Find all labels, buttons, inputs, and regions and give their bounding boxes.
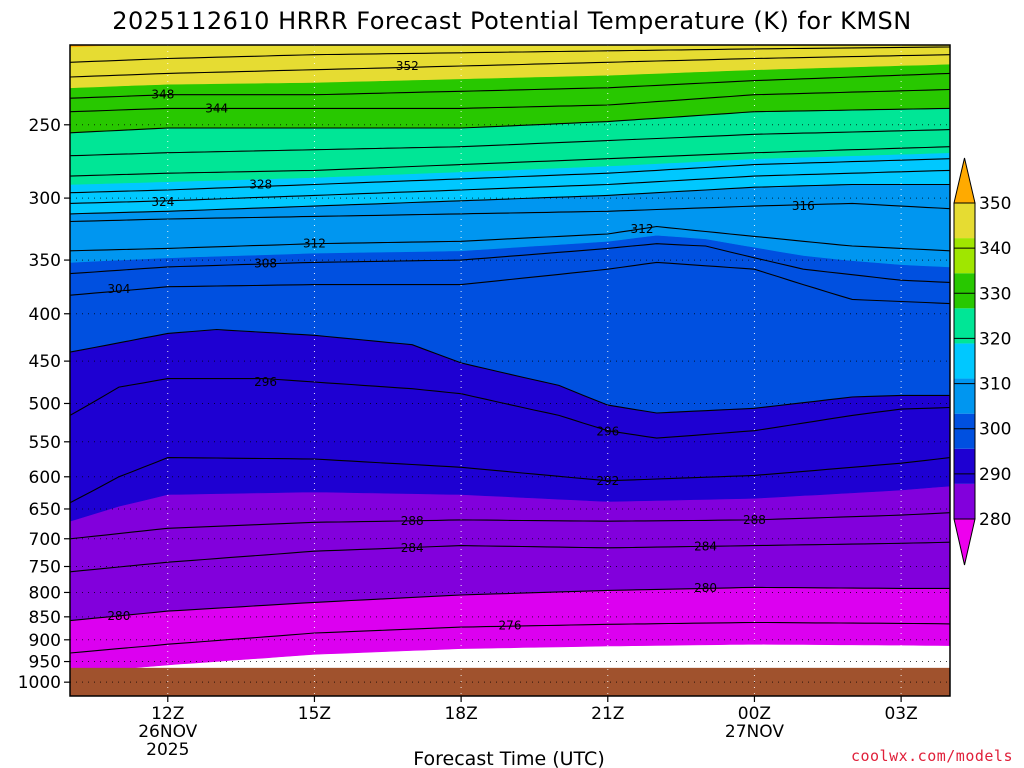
isentrope-276: [70, 621, 950, 654]
contour-label-324: 324: [151, 195, 174, 209]
isentrope-336: [70, 129, 950, 157]
isentrope-332: [70, 146, 950, 177]
isentrope-292: [70, 457, 950, 504]
grid-lines: [70, 45, 950, 696]
isentrope-296: [70, 378, 950, 439]
contour-label-312: 312: [303, 237, 326, 251]
x-tick-label-12Z: 12Z: [151, 704, 184, 724]
ground-layer: [70, 667, 950, 696]
isentrope-356: [70, 46, 950, 63]
colorbar-swatch-3: [954, 378, 975, 414]
contour-label-276: 276: [499, 618, 522, 632]
contour-label-312: 312: [631, 222, 654, 236]
x-tick-label-18Z: 18Z: [444, 704, 477, 724]
x-tick-label-15Z: 15Z: [298, 704, 331, 724]
isentrope-352: [70, 54, 950, 78]
colorbar-label-280: 280: [979, 510, 1011, 530]
y-tick-label-900: 900: [29, 631, 61, 651]
isentrope-300: [70, 328, 950, 414]
colorbar-bottom-arrow: [953, 518, 976, 566]
colorbar-label-310: 310: [979, 375, 1011, 395]
colorbar-swatch-8: [954, 203, 975, 239]
y-tick-label-850: 850: [29, 608, 61, 628]
isentrope-308: [70, 243, 950, 283]
contour-label-308: 308: [254, 257, 277, 271]
contour-label-280: 280: [694, 581, 717, 595]
y-tick-label-300: 300: [29, 189, 61, 209]
y-tick-label-750: 750: [29, 558, 61, 578]
x-tick-label-03Z: 03Z: [884, 704, 917, 724]
chart-title: 2025112610 HRRR Forecast Potential Tempe…: [112, 7, 912, 35]
y-tick-label-650: 650: [29, 500, 61, 520]
y-tick-label-550: 550: [29, 433, 61, 453]
colorbar-swatch-2: [954, 413, 975, 449]
contour-label-284: 284: [694, 540, 717, 554]
colorbar-swatch-4: [954, 343, 975, 379]
colorbar-swatch-6: [954, 273, 975, 309]
y-tick-label-700: 700: [29, 530, 61, 550]
colorbar-label-320: 320: [979, 329, 1011, 349]
isentrope-328: [70, 158, 950, 194]
colorbar-swatch-1: [954, 448, 975, 484]
colorbar-top-arrow: [953, 157, 976, 204]
x-tick-label-21Z: 21Z: [591, 704, 624, 724]
contour-label-344: 344: [205, 101, 228, 115]
isentrope-320: [70, 183, 950, 215]
contour-label-280: 280: [107, 609, 130, 623]
isentrope-340: [70, 107, 950, 134]
isentrope-312: [70, 225, 950, 252]
contour-label-348: 348: [151, 88, 174, 102]
contour-label-296: 296: [596, 424, 619, 438]
isentrope-304: [70, 261, 950, 305]
colorbar-swatch-0: [954, 483, 975, 519]
x-tick-label-00Z: 00Z: [738, 704, 771, 724]
credit-text: coolwx.com/models: [851, 747, 1013, 765]
contour-label-292: 292: [596, 474, 619, 488]
contour-label-296: 296: [254, 375, 277, 389]
y-tick-label-450: 450: [29, 352, 61, 372]
y-tick-label-350: 350: [29, 251, 61, 271]
y-tick-label-400: 400: [29, 305, 61, 325]
isentrope-280: [70, 586, 950, 622]
isentrope-316: [70, 202, 950, 223]
isentrope-324: [70, 169, 950, 204]
contour-label-284: 284: [401, 541, 424, 555]
contour-label-328: 328: [249, 177, 272, 191]
colorbar: 280 290 300 310 320 330 340 350: [953, 157, 1011, 566]
y-tick-label-600: 600: [29, 468, 61, 488]
x-tick-label-27NOV: 27NOV: [725, 722, 784, 742]
isentrope-288: [70, 512, 950, 540]
isentrope-contours: [70, 46, 950, 654]
contour-labels: 352 348 344 328 324 316 312 312 308 304 296 296 292 2…: [107, 59, 814, 632]
colorbar-label-290: 290: [979, 465, 1011, 485]
theta-filled-layers: [70, 45, 950, 674]
isentrope-348: [70, 72, 950, 99]
plot-frame: [69, 44, 951, 697]
contour-label-316: 316: [792, 199, 815, 213]
colorbar-label-330: 330: [979, 284, 1011, 304]
x-axis-title: Forecast Time (UTC): [413, 748, 604, 768]
contour-label-304: 304: [107, 282, 130, 296]
x-tick-label-26NOV: 26NOV: [138, 722, 197, 742]
y-tick-label-800: 800: [29, 583, 61, 603]
y-tick-label-950: 950: [29, 653, 61, 673]
x-tick-label-2025: 2025: [146, 740, 189, 760]
isentrope-344: [70, 88, 950, 113]
isentrope-284: [70, 541, 950, 573]
colorbar-label-350: 350: [979, 194, 1011, 214]
contour-label-352: 352: [396, 59, 419, 73]
y-axis: 250 300 350 400 450 500 550 600 650 700 750 800 850 9…: [18, 116, 70, 693]
y-tick-label-250: 250: [29, 116, 61, 136]
colorbar-label-300: 300: [979, 420, 1011, 440]
colorbar-swatch-5: [954, 308, 975, 344]
ground-fill: [70, 667, 950, 696]
y-tick-label-500: 500: [29, 394, 61, 414]
contour-label-288: 288: [743, 513, 766, 527]
y-tick-label-1000: 1000: [18, 673, 61, 693]
contour-label-288: 288: [401, 514, 424, 528]
colorbar-label-340: 340: [979, 239, 1011, 259]
colorbar-swatch-7: [954, 238, 975, 274]
